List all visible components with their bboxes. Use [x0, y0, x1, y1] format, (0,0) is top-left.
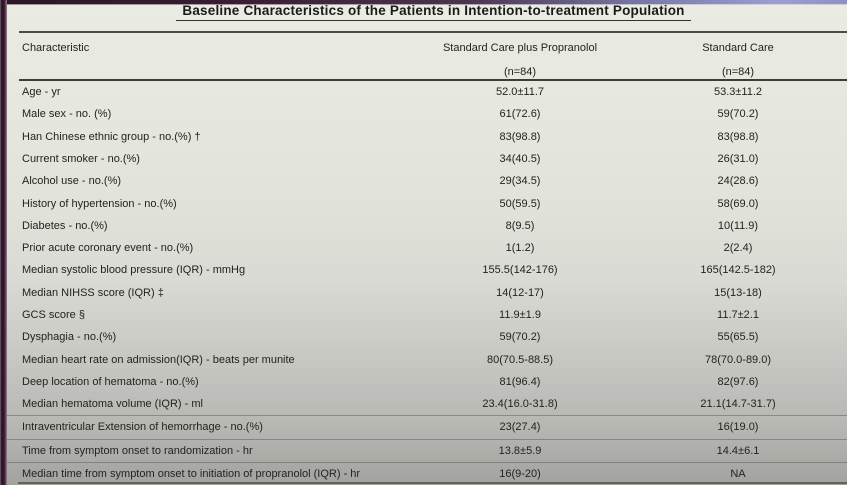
row-value-propranolol: 34(40.5) — [499, 152, 541, 165]
row-value-propranolol: 81(96.4) — [499, 375, 541, 388]
row-value-propranolol: 23(27.4) — [499, 421, 541, 434]
row-value-standard: 83(98.8) — [717, 130, 759, 143]
row-value-standard: 16(19.0) — [717, 421, 759, 434]
row-label: Median hematoma volume (IQR) - ml — [22, 398, 203, 411]
row-label: Han Chinese ethnic group - no.(%) † — [22, 130, 201, 143]
page-title-text: Baseline Characteristics of the Patients… — [176, 3, 691, 21]
row-label: Prior acute coronary event - no.(%) — [22, 242, 194, 255]
table-rule-bottom — [18, 482, 847, 484]
table-row: GCS score § 11.9±1.9 11.7±2.1 — [7, 304, 847, 326]
n-row-spacer — [7, 66, 405, 78]
row-label: Median systolic blood pressure (IQR) - m… — [22, 264, 246, 277]
table-row: Time from symptom onset to randomization… — [7, 438, 847, 462]
page-title: Baseline Characteristics of the Patients… — [20, 3, 847, 21]
row-value-propranolol: 50(59.5) — [499, 197, 541, 210]
row-value-standard: 14.4±6.1 — [716, 444, 760, 457]
row-label: Median time from symptom onset to initia… — [22, 467, 361, 480]
row-label: GCS score § — [22, 308, 85, 321]
row-value-standard: 55(65.5) — [717, 331, 759, 344]
row-label: Age - yr — [22, 86, 61, 99]
column-header-standard-care: Standard Care — [702, 42, 774, 54]
table-row: Diabetes - no.(%) 8(9.5) 10(11.9) — [7, 215, 847, 237]
row-value-propranolol: 29(34.5) — [499, 175, 541, 188]
row-value-standard: NA — [730, 467, 746, 480]
row-value-standard: 165(142.5-182) — [700, 264, 776, 277]
table-body: Age - yr 52.0±11.7 53.3±11.2 Male sex - … — [7, 81, 847, 485]
column-header-characteristic: Characteristic — [22, 42, 90, 54]
row-value-standard: 26(31.0) — [717, 152, 759, 165]
row-value-standard: 78(70.0-89.0) — [704, 353, 772, 366]
row-label: Dysphagia - no.(%) — [22, 331, 117, 344]
table-row: Age - yr 52.0±11.7 53.3±11.2 — [7, 81, 847, 103]
table-row: Median hematoma volume (IQR) - ml 23.4(1… — [7, 393, 847, 415]
row-label: Median NIHSS score (IQR) ‡ — [22, 286, 164, 299]
row-value-standard: 59(70.2) — [717, 108, 759, 121]
table-row: Intraventricular Extension of hemorrhage… — [7, 415, 847, 438]
row-value-propranolol: 52.0±11.7 — [495, 86, 545, 99]
row-value-standard: 58(69.0) — [717, 197, 759, 210]
standard-care-n-count: (n=84) — [721, 66, 755, 78]
table-row: Median heart rate on admission(IQR) - be… — [7, 348, 847, 370]
row-value-propranolol: 155.5(142-176) — [482, 264, 558, 277]
row-value-propranolol: 23.4(16.0-31.8) — [482, 398, 558, 411]
row-value-propranolol: 83(98.8) — [499, 130, 541, 143]
table-row: Median systolic blood pressure (IQR) - m… — [7, 259, 847, 281]
row-value-standard: 82(97.6) — [717, 375, 759, 388]
table-header-row: Characteristic Standard Care plus Propra… — [7, 42, 847, 54]
row-value-standard: 24(28.6) — [717, 175, 759, 188]
table-row: Prior acute coronary event - no.(%) 1(1.… — [7, 237, 847, 259]
row-label: Current smoker - no.(%) — [22, 152, 140, 165]
video-frame-left-edge — [0, 0, 7, 485]
table-row: Male sex - no. (%) 61(72.6) 59(70.2) — [7, 103, 847, 125]
row-value-propranolol: 61(72.6) — [499, 108, 541, 121]
row-value-standard: 11.7±2.1 — [717, 308, 759, 321]
table-row: Median time from symptom onset to initia… — [7, 461, 847, 485]
row-value-propranolol: 59(70.2) — [499, 331, 541, 344]
table-row: Alcohol use - no.(%) 29(34.5) 24(28.6) — [7, 170, 847, 192]
row-label: Intraventricular Extension of hemorrhage… — [22, 421, 263, 434]
table-row: Han Chinese ethnic group - no.(%) † 83(9… — [7, 126, 847, 148]
row-label: Median heart rate on admission(IQR) - be… — [22, 353, 295, 366]
row-value-standard: 2(2.4) — [723, 242, 753, 255]
row-value-propranolol: 14(12-17) — [496, 286, 544, 299]
row-label: Deep location of hematoma - no.(%) — [22, 375, 199, 388]
row-label: Alcohol use - no.(%) — [22, 175, 122, 188]
row-value-propranolol: 80(70.5-88.5) — [486, 353, 554, 366]
video-frame-top-edge — [0, 0, 847, 5]
row-label: Diabetes - no.(%) — [22, 219, 108, 232]
table-row: Current smoker - no.(%) 34(40.5) 26(31.0… — [7, 148, 847, 170]
row-value-standard: 21.1(14.7-31.7) — [700, 398, 776, 411]
row-label: Male sex - no. (%) — [22, 108, 112, 121]
table-row: Dysphagia - no.(%) 59(70.2) 55(65.5) — [7, 326, 847, 348]
row-value-propranolol: 16(9-20) — [499, 467, 541, 480]
column-header-propranolol: Standard Care plus Propranolol — [442, 42, 598, 54]
table-rule-top — [19, 31, 847, 33]
table-row: History of hypertension - no.(%) 50(59.5… — [7, 192, 847, 214]
table-header-n-row: (n=84) (n=84) — [7, 66, 847, 78]
row-value-propranolol: 11.9±1.9 — [499, 308, 541, 321]
row-value-standard: 15(13-18) — [714, 286, 762, 299]
row-value-standard: 53.3±11.2 — [713, 86, 763, 99]
row-value-propranolol: 13.8±5.9 — [498, 444, 542, 457]
row-label: History of hypertension - no.(%) — [22, 197, 177, 210]
row-value-propranolol: 1(1.2) — [505, 242, 535, 255]
table-row: Median NIHSS score (IQR) ‡ 14(12-17) 15(… — [7, 282, 847, 304]
row-label: Time from symptom onset to randomization… — [22, 444, 253, 457]
row-value-propranolol: 8(9.5) — [505, 219, 535, 232]
propranolol-n-count: (n=84) — [503, 66, 537, 78]
table-rule-header-bottom — [19, 79, 847, 81]
row-value-standard: 10(11.9) — [717, 219, 759, 232]
table-row: Deep location of hematoma - no.(%) 81(96… — [7, 371, 847, 393]
